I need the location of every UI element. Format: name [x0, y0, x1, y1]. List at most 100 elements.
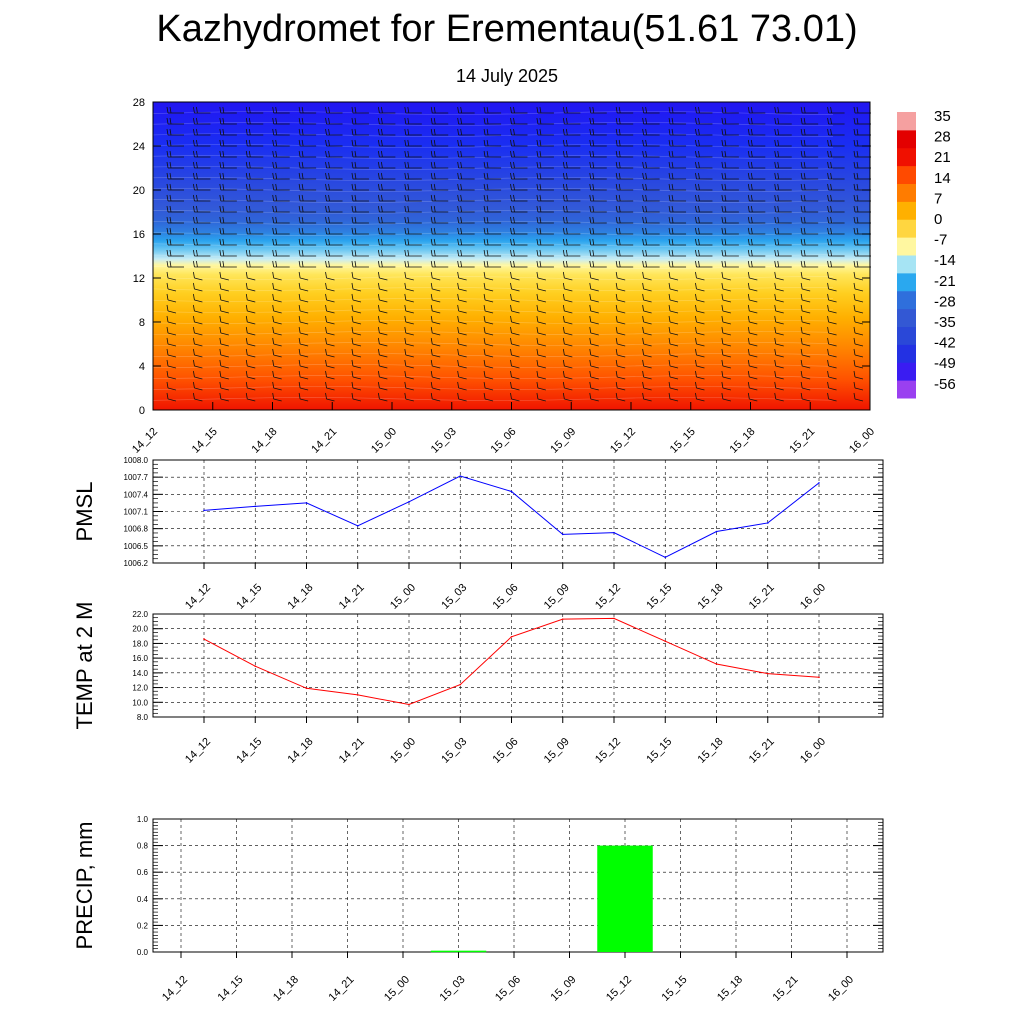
wind-barb — [642, 194, 660, 202]
wind-barb — [510, 216, 528, 224]
temp-point — [561, 618, 564, 620]
wind-barb — [721, 150, 739, 158]
temp-point — [254, 665, 257, 668]
wind-barb — [536, 128, 554, 136]
wind-barb — [483, 315, 494, 325]
wind-barb — [483, 172, 502, 180]
wind-barb — [562, 359, 573, 369]
wind-barb — [853, 337, 864, 347]
isoline — [152, 144, 834, 148]
y-tick-label: 1007.7 — [124, 473, 149, 482]
wind-barb — [272, 139, 290, 147]
wind-barb — [589, 370, 599, 380]
wind-barb — [800, 139, 819, 147]
wind-barb — [562, 161, 581, 169]
wind-barb — [536, 326, 547, 336]
wind-barb — [272, 183, 290, 191]
colorbar-swatch — [897, 290, 916, 310]
precip-bar — [430, 950, 487, 953]
temp-point — [818, 676, 820, 679]
wind-barb — [219, 183, 237, 191]
wind-barb — [377, 348, 388, 358]
wind-barb — [166, 337, 177, 347]
x-tick-label: 14_15 — [216, 974, 246, 1004]
wind-barb — [774, 128, 792, 136]
wind-barb — [827, 194, 845, 202]
wind-barb — [668, 227, 687, 235]
y-tick-label: 10.0 — [132, 698, 148, 707]
wind-barb — [853, 161, 871, 169]
wind-barb — [166, 293, 177, 303]
wind-barb — [272, 117, 290, 125]
colorbar-swatch — [897, 380, 916, 399]
wind-barb — [642, 359, 652, 369]
wind-barb — [245, 370, 256, 380]
wind-barb — [298, 260, 317, 268]
wind-barb — [166, 172, 184, 180]
wind-barb — [589, 227, 607, 235]
wind-barb — [774, 326, 784, 336]
wind-barb — [695, 172, 713, 180]
wind-barb — [747, 260, 766, 268]
wind-barb — [853, 315, 864, 325]
wind-barb — [430, 326, 441, 336]
wind-barb — [536, 249, 554, 257]
wind-barb — [298, 161, 317, 169]
wind-barb — [483, 205, 502, 213]
x-tick-label: 14_21 — [327, 974, 357, 1004]
x-tick-label: 15_18 — [715, 974, 745, 1004]
wind-barb — [589, 161, 607, 169]
wind-barb — [166, 128, 184, 136]
wind-barb — [668, 260, 687, 268]
wind-barb — [800, 381, 811, 391]
wind-barb — [800, 205, 819, 213]
wind-barb — [457, 238, 475, 246]
wind-barb — [827, 392, 837, 402]
wind-barb — [298, 150, 317, 158]
wind-barb — [245, 315, 256, 325]
wind-barb — [721, 293, 731, 303]
y-axis-title: PRECIP, mm — [72, 822, 97, 950]
isoline — [152, 375, 834, 379]
wind-barb — [245, 392, 256, 402]
wind-barb — [615, 139, 634, 147]
wind-barb — [589, 337, 599, 347]
x-tick-label: 15_09 — [548, 426, 578, 456]
wind-barb — [166, 392, 177, 402]
y-tick-label: 0.6 — [137, 868, 149, 877]
wind-barb — [245, 172, 264, 180]
isoline — [152, 276, 834, 280]
wind-barb — [589, 128, 607, 136]
wind-barb — [562, 326, 573, 336]
wind-barb — [272, 315, 282, 325]
wind-barb — [272, 227, 290, 235]
wind-barb — [404, 260, 422, 268]
wind-barb — [219, 106, 237, 114]
y-tick-label: 8 — [139, 317, 145, 329]
wind-barb — [457, 304, 467, 314]
wind-barb — [668, 326, 679, 336]
wind-barb — [325, 106, 343, 114]
wind-barb — [800, 161, 819, 169]
wind-barb — [193, 139, 211, 147]
pmsl-point — [561, 533, 564, 536]
x-tick-label: 15_18 — [728, 426, 758, 456]
wind-barb — [510, 359, 520, 369]
wind-barb — [404, 106, 422, 114]
wind-barb — [721, 249, 739, 257]
wind-barb — [325, 348, 335, 358]
y-tick-label: 18.0 — [132, 639, 148, 648]
wind-barb — [430, 150, 449, 158]
x-tick-label: 15_03 — [429, 426, 459, 456]
wind-barb — [510, 348, 520, 358]
wind-barb — [430, 304, 441, 314]
wind-barb — [695, 249, 713, 257]
wind-barb — [193, 172, 211, 180]
y-tick-label: 0.0 — [137, 948, 149, 957]
wind-barb — [166, 359, 177, 369]
wind-barb — [404, 117, 422, 125]
y-tick-label: 12.0 — [132, 684, 148, 693]
wind-barb — [483, 183, 502, 191]
wind-barb — [325, 117, 343, 125]
